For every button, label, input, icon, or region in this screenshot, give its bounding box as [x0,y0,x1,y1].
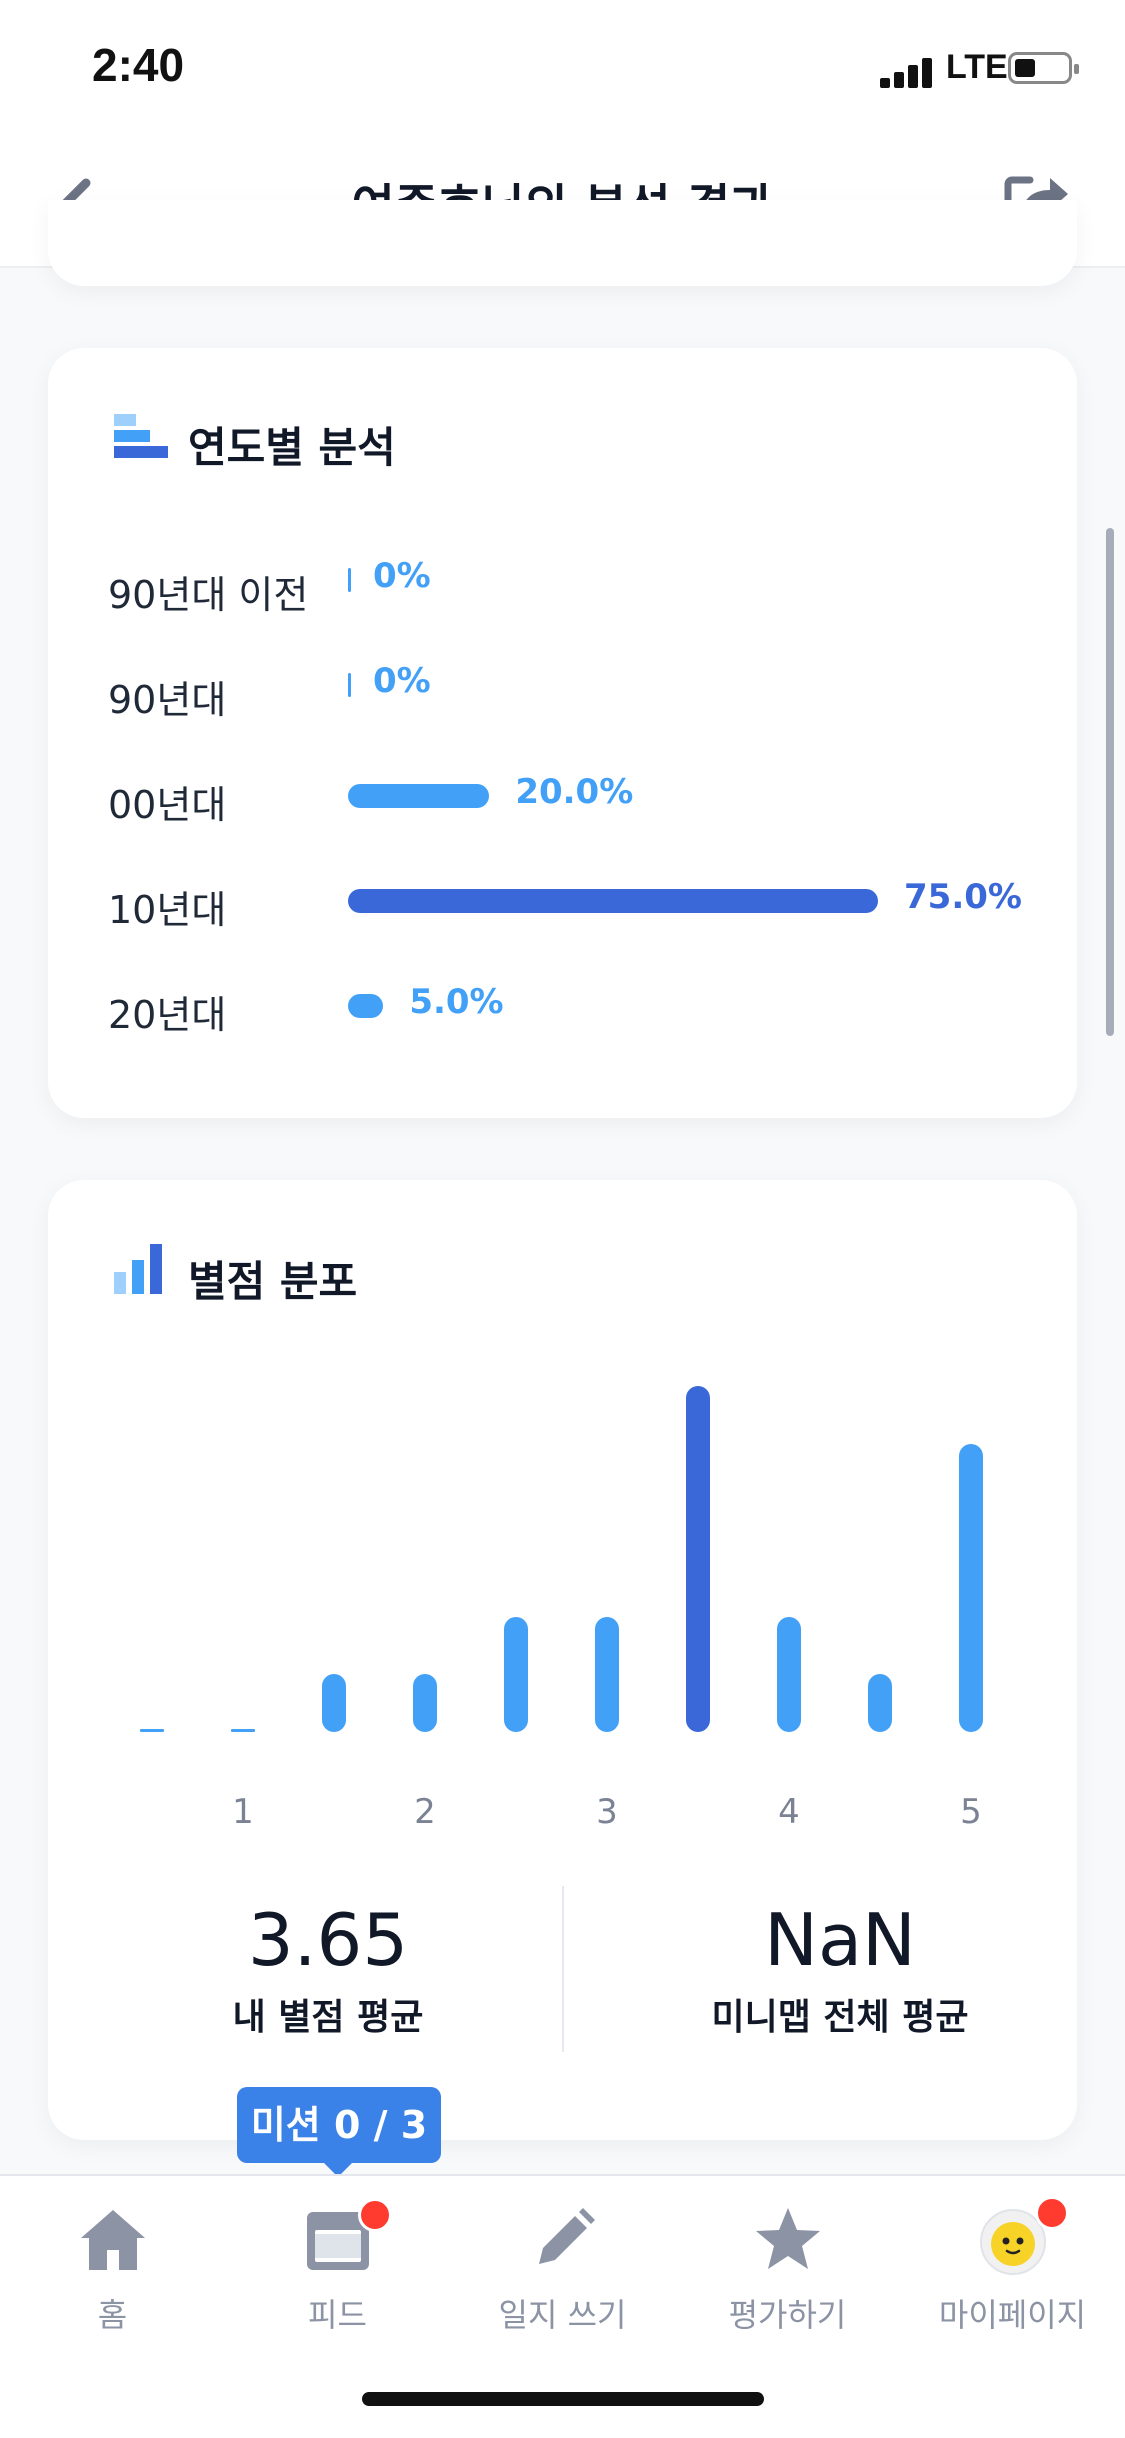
year-row-label: 10년대 [108,888,227,932]
feed-badge [357,2198,392,2232]
year-row-percent: 75.0% [904,877,1022,917]
tab-rate-label: 평가하기 [728,2296,847,2334]
rating-bar [686,1386,710,1732]
rating-bar [777,1616,801,1732]
rating-bar [959,1443,983,1732]
pencil-icon [538,2208,595,2264]
year-row: 90년대 0% [48,661,1077,722]
scrollbar[interactable] [1106,528,1114,1036]
signal-icon [880,56,940,88]
rating-x-tick: 4 [778,1792,800,1832]
status-time: 2:40 [92,39,185,91]
rating-x-tick: 3 [596,1792,618,1832]
tab-home[interactable]: 홈 [0,2204,225,2336]
feed-icon [306,2212,369,2270]
year-row: 10년대 75.0% [48,871,1077,932]
overall-average-value: NaN [764,1898,916,1982]
year-row-bar [348,994,384,1018]
tab-mypage[interactable]: 마이페이지 [900,2196,1125,2336]
rating-bar [868,1674,892,1732]
year-row-label: 90년대 [108,678,227,722]
bar-chart-icon [114,1244,162,1294]
rating-distribution-title: 별점 분포 [188,1257,358,1306]
star-icon [755,2208,820,2269]
year-analysis-card: 연도별 분석 90년대 이전 0% 90년대 0% 00년대 20.0% 10년대 75.0%… [48,348,1077,1118]
tab-mypage-label: 마이페이지 [938,2296,1087,2334]
year-row-label: 90년대 이전 [108,573,309,617]
rating-x-tick: 2 [414,1792,436,1832]
rating-distribution-card: 별점 분포 1 2 3 4 5 3.65 내 별점 평균 NaN 미니맵 전체 평균 [48,1180,1077,2140]
year-row-bar [348,673,351,697]
year-chart-icon [114,414,168,458]
status-bar: 2:40 LTE [0,0,1125,140]
tab-journal-label: 일지 쓰기 [498,2296,627,2334]
year-analysis-title: 연도별 분석 [188,423,396,472]
mypage-badge [1034,2196,1069,2230]
stats-divider [562,1886,564,2052]
year-row-bar [348,568,351,592]
rating-bar [322,1674,346,1732]
mission-tooltip-tail [322,2161,354,2177]
mission-tooltip[interactable]: 미션 0 / 3 [237,2087,441,2163]
tab-feed-label: 피드 [308,2296,367,2334]
tab-rate[interactable]: 평가하기 [675,2204,900,2336]
battery-icon [1008,52,1079,84]
year-row: 20년대 5.0% [48,976,1077,1037]
rating-bar [140,1729,164,1732]
tab-bar: 홈 피드 일지 쓰기 평가하기 [0,2174,1125,2438]
year-row: 00년대 20.0% [48,766,1077,827]
my-average-value: 3.65 [247,1898,409,1982]
rating-x-tick: 5 [960,1792,982,1832]
rating-bar [595,1616,619,1732]
year-row-percent: 20.0% [515,772,634,812]
overall-average-label: 미니맵 전체 평균 [711,1997,969,2038]
year-row-percent: 0% [373,556,431,596]
network-label: LTE [946,48,1008,86]
year-row-label: 00년대 [108,783,227,827]
my-average-label: 내 별점 평균 [232,1997,424,2038]
rating-bar [504,1616,528,1732]
year-row-bar [348,784,490,808]
previous-card [48,200,1077,286]
tab-journal[interactable]: 일지 쓰기 [450,2204,675,2336]
year-row-label: 20년대 [108,993,227,1037]
avatar-icon [979,2209,1046,2275]
year-row-percent: 0% [373,661,431,701]
year-row-bar [348,889,878,913]
tab-home-label: 홈 [97,2296,128,2334]
year-row: 90년대 이전 0% [48,556,1077,617]
rating-bar [231,1729,255,1732]
rating-x-tick: 1 [232,1792,254,1832]
home-icon [80,2210,145,2270]
year-row-percent: 5.0% [409,982,504,1022]
rating-bar [413,1674,437,1732]
home-indicator [362,2392,764,2406]
tab-feed[interactable]: 피드 [225,2198,450,2336]
